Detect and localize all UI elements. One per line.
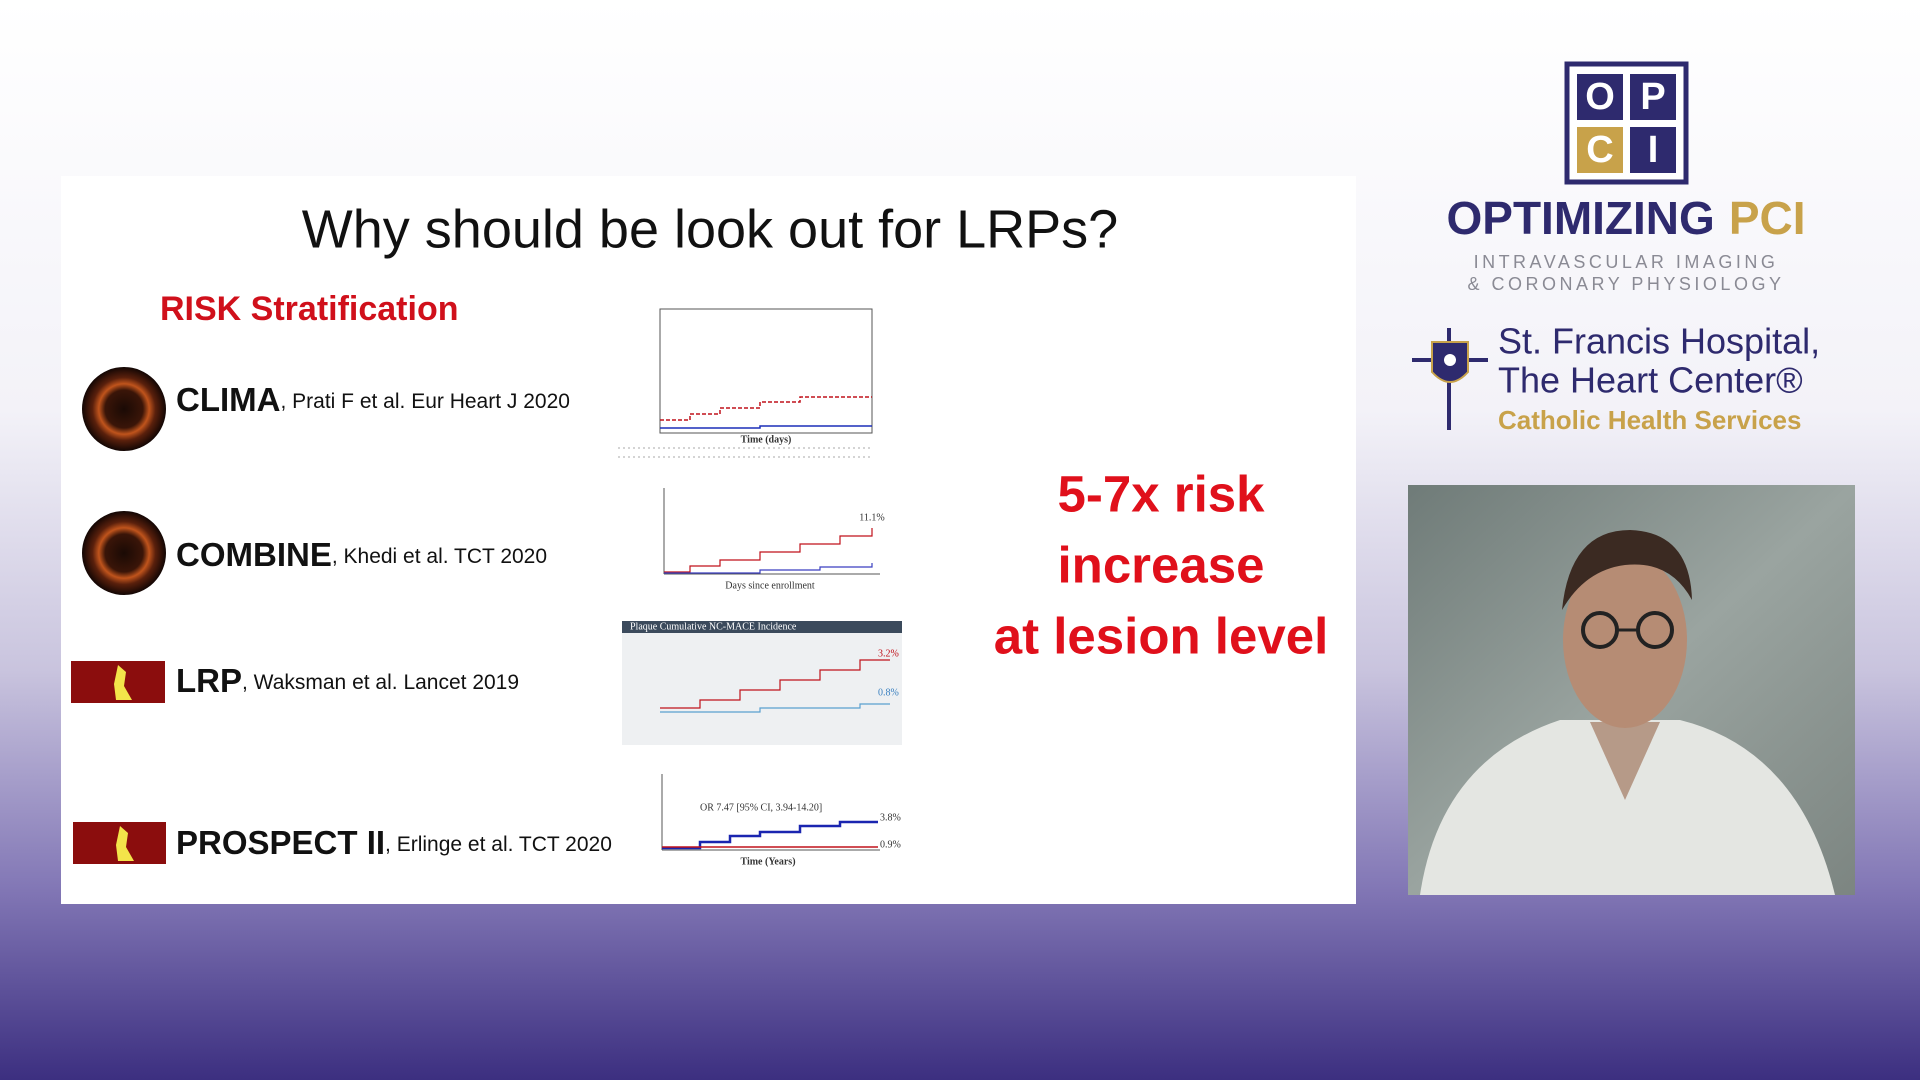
tagline: INTRAVASCULAR IMAGING: [1474, 252, 1779, 272]
study-citation: , Khedi et al. TCT 2020: [332, 545, 547, 568]
study-row: CLIMA, Prati F et al. Eur Heart J 2020: [176, 381, 570, 418]
study-citation: , Prati F et al. Eur Heart J 2020: [280, 390, 569, 413]
hospital-line: The Heart Center®: [1498, 360, 1803, 401]
callout-line: increase: [1058, 536, 1265, 593]
study-row: LRP, Waksman et al. Lancet 2019: [176, 662, 519, 699]
chart-end-label: 11.1%: [859, 512, 884, 523]
chart-title: Plaque Cumulative NC-MACE Incidence: [630, 621, 797, 632]
study-citation: , Erlinge et al. TCT 2020: [385, 833, 612, 856]
chart-end-label: 3.2%: [878, 648, 899, 659]
study-name: LRP: [176, 662, 242, 699]
chart-axis-label: Time (days): [741, 434, 792, 445]
slide-subtitle: RISK Stratification: [160, 290, 458, 328]
nirs-icon: [71, 661, 165, 703]
brand-accent: PCI: [1729, 192, 1806, 244]
chart-axis-label: Time (Years): [740, 856, 795, 867]
callout-line: at lesion level: [994, 607, 1329, 664]
brand: OPTIMIZING PCI: [1446, 192, 1805, 244]
hospital-line: St. Francis Hospital,: [1498, 321, 1820, 362]
mini-chart: 11.1% Days since enrollment: [663, 488, 885, 591]
logo-letter: C: [1586, 129, 1613, 171]
opci-logo: O P C I: [1564, 61, 1689, 185]
chart-axis-label: Days since enrollment: [725, 580, 815, 591]
chart-annotation: OR 7.47 [95% CI, 3.94-14.20]: [700, 802, 822, 813]
chart-end-label: 3.8%: [880, 812, 901, 823]
chart-end-label: 0.9%: [880, 839, 901, 850]
logo-letter: P: [1640, 76, 1665, 118]
chart-end-label: 0.8%: [878, 687, 899, 698]
study-citation: , Waksman et al. Lancet 2019: [242, 671, 519, 694]
study-name: PROSPECT II: [176, 824, 385, 861]
study-name: CLIMA: [176, 381, 280, 418]
study-row: PROSPECT II, Erlinge et al. TCT 2020: [176, 824, 612, 861]
mini-chart: Time (days): [618, 308, 873, 458]
tagline: & CORONARY PHYSIOLOGY: [1468, 274, 1785, 294]
hospital-network: Catholic Health Services: [1498, 405, 1801, 435]
study-name: COMBINE: [176, 536, 332, 573]
mini-chart: Plaque Cumulative NC-MACE Incidence 3.2%…: [622, 621, 902, 745]
oct-icon: [82, 367, 166, 451]
webcam-feed: [1408, 485, 1855, 895]
mini-chart: OR 7.47 [95% CI, 3.94-14.20] 3.8% 0.9% T…: [661, 774, 901, 867]
slide: [61, 176, 1356, 904]
brand-main: OPTIMIZING: [1446, 192, 1714, 244]
nirs-icon: [73, 822, 166, 864]
oct-icon: [82, 511, 166, 595]
logo-letter: I: [1648, 129, 1659, 171]
hospital-crest: [1412, 328, 1488, 430]
slide-title: Why should be look out for LRPs?: [302, 199, 1118, 259]
logo-letter: O: [1585, 76, 1615, 118]
study-row: COMBINE, Khedi et al. TCT 2020: [176, 536, 547, 573]
callout-line: 5-7x risk: [1058, 465, 1266, 522]
